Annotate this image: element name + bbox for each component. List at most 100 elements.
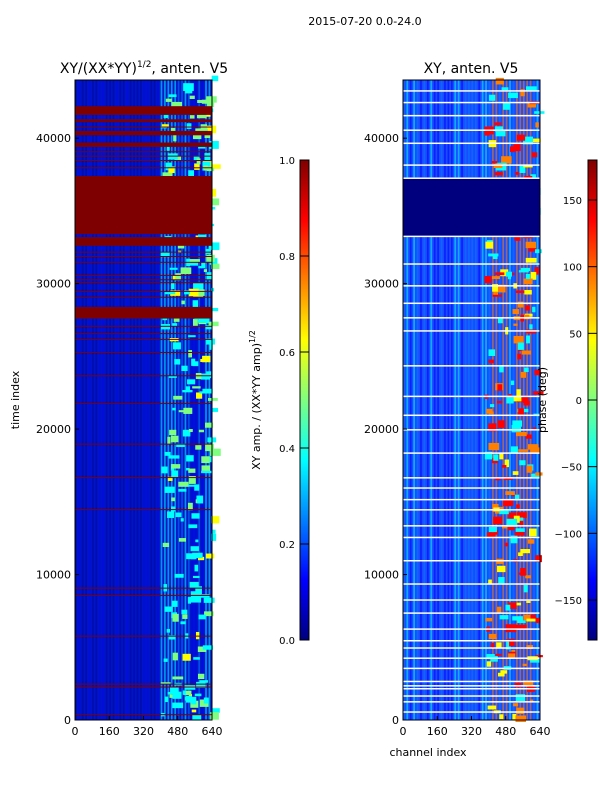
white-gap-line — [403, 263, 540, 265]
heatmap-patch — [510, 380, 515, 386]
heatmap-channel-stripe — [143, 80, 146, 720]
heatmap-patch — [164, 451, 171, 456]
heatmap-patch — [211, 533, 217, 541]
heatmap-channel-stripe — [181, 80, 183, 720]
heatmap-patch — [171, 600, 178, 607]
heatmap-channel-stripe — [403, 80, 405, 720]
heatmap-patch — [181, 300, 185, 305]
heatmap-patch — [519, 520, 524, 527]
heatmap-patch — [517, 301, 524, 308]
heatmap-patch — [516, 397, 528, 403]
heatmap-patch — [506, 641, 510, 650]
heatmap-patch — [488, 253, 499, 257]
heatmap-patch — [173, 316, 180, 322]
heatmap-patch — [523, 164, 533, 168]
colorbar-tick-label: −100 — [555, 529, 582, 540]
heatmap-patch — [509, 146, 515, 153]
heatmap-patch — [523, 680, 534, 686]
heatmap-patch — [170, 290, 181, 296]
heatmap-patch — [526, 600, 531, 603]
heatmap-patch — [194, 484, 200, 491]
heatmap-patch — [491, 276, 501, 280]
heatmap-patch — [524, 290, 532, 295]
heatmap-patch — [174, 573, 184, 578]
heatmap-patch — [503, 499, 514, 507]
heatmap-channel-stripe — [406, 80, 409, 720]
heatmap-patch — [174, 359, 181, 365]
heatmap-channel-stripe — [160, 80, 163, 720]
heatmap-patch — [513, 703, 519, 707]
saturated-block — [75, 142, 212, 147]
heatmap-patch — [168, 635, 176, 640]
heatmap-patch — [178, 538, 187, 542]
heatmap-patch — [534, 111, 545, 114]
heatmap-patch — [527, 101, 536, 108]
heatmap-patch — [514, 234, 521, 241]
saturated-line — [75, 290, 212, 292]
heatmap-patch — [523, 584, 528, 593]
white-gap-line — [403, 498, 540, 501]
saturated-line — [75, 155, 212, 157]
white-gap-line — [403, 317, 540, 319]
heatmap-patch — [484, 451, 493, 460]
heatmap-patch — [161, 124, 169, 127]
heatmap-patch — [164, 606, 173, 612]
heatmap-patch — [516, 389, 521, 397]
heatmap-patch — [167, 691, 172, 695]
heatmap-patch — [171, 497, 175, 502]
heatmap-patch — [188, 429, 193, 433]
heatmap-channel-stripe — [116, 80, 118, 720]
saturated-line — [75, 714, 212, 716]
x-tick-label: 320 — [461, 725, 482, 738]
heatmap-patch — [189, 581, 199, 589]
white-gap-line — [403, 701, 540, 703]
white-gap-line — [403, 685, 540, 687]
heatmap-patch — [515, 694, 526, 702]
heatmap-patch — [180, 267, 192, 275]
heatmap-patch — [198, 594, 210, 598]
heatmap-patch — [192, 714, 202, 720]
heatmap-patch — [499, 452, 504, 460]
phase-x-axis-label: channel index — [389, 746, 467, 759]
heatmap-patch — [165, 98, 172, 102]
saturated-line — [75, 477, 212, 479]
heatmap-patch — [195, 539, 199, 543]
white-gap-line — [403, 667, 540, 670]
heatmap-patch — [186, 123, 192, 129]
heatmap-patch — [532, 427, 537, 431]
heatmap-patch — [494, 172, 503, 176]
heatmap-patch — [168, 168, 175, 174]
heatmap-channel-stripe — [129, 80, 132, 720]
y-tick-label: 20000 — [364, 423, 399, 436]
heatmap-patch — [526, 618, 537, 622]
heatmap-patch — [168, 375, 177, 378]
heatmap-patch — [508, 653, 516, 659]
heatmap-patch — [205, 553, 215, 559]
heatmap-patch — [211, 288, 215, 292]
heatmap-patch — [173, 342, 181, 350]
heatmap-channel-stripe — [416, 80, 419, 720]
heatmap-channel-stripe — [88, 80, 91, 720]
heatmap-patch — [525, 273, 531, 280]
heatmap-patch — [183, 407, 193, 414]
white-gap-line — [403, 525, 540, 527]
heatmap-patch — [168, 455, 180, 459]
heatmap-patch — [508, 92, 518, 99]
heatmap-patch — [515, 624, 527, 630]
heatmap-patch — [200, 373, 211, 380]
heatmap-patch — [198, 266, 203, 269]
heatmap-patch — [520, 549, 531, 554]
saturated-line — [75, 151, 212, 153]
heatmap-patch — [488, 633, 497, 640]
heatmap-channel-stripe — [112, 80, 115, 720]
white-gap-line — [403, 302, 540, 305]
heatmap-patch — [492, 284, 498, 292]
heatmap-channel-stripe — [198, 80, 201, 720]
heatmap-patch — [188, 524, 198, 529]
heatmap-patch — [198, 128, 208, 132]
heatmap-patch — [513, 396, 522, 402]
heatmap-patch — [514, 682, 522, 688]
x-tick-label: 480 — [495, 725, 516, 738]
heatmap-patch — [180, 621, 186, 625]
heatmap-patch — [211, 529, 216, 534]
